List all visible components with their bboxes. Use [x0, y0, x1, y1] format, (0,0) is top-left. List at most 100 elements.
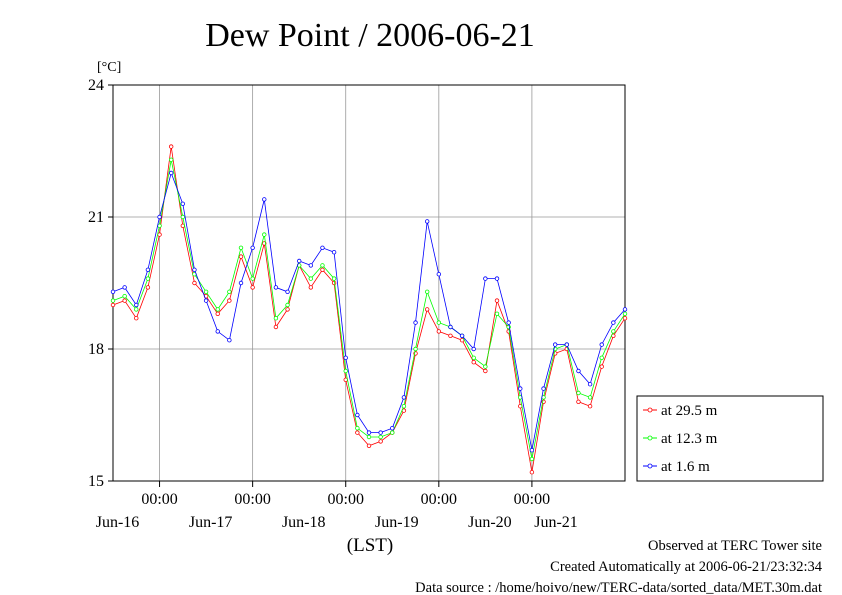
- data-point: [448, 333, 453, 338]
- data-point: [494, 311, 500, 316]
- data-point: [378, 434, 383, 440]
- x-tick-time-label: 00:00: [421, 491, 457, 508]
- data-point: [308, 263, 314, 268]
- data-point: [576, 368, 581, 374]
- data-point: [262, 197, 267, 202]
- legend: at 29.5 m at 12.3 m at 1.6 m: [636, 395, 824, 482]
- data-point: [122, 294, 127, 299]
- chart-title: Dew Point / 2006-06-21: [205, 17, 535, 54]
- data-point: [599, 364, 604, 369]
- data-point: [285, 289, 290, 294]
- data-point: [168, 144, 174, 149]
- data-point: [599, 355, 604, 360]
- data-point: [378, 439, 383, 444]
- footer-source: Data source : /home/hoivo/new/TERC-data/…: [415, 580, 822, 595]
- footer-created: Created Automatically at 2006-06-21/23:3…: [550, 559, 823, 575]
- series-3: [110, 170, 628, 453]
- x-tick-time-label: 00:00: [328, 491, 364, 508]
- data-point: [366, 443, 372, 448]
- data-point: [587, 382, 593, 387]
- x-tick-day-label: Jun-21: [534, 514, 578, 531]
- data-point: [413, 320, 418, 325]
- data-point: [343, 368, 348, 374]
- legend-marker: [647, 407, 653, 413]
- data-point: [262, 232, 267, 237]
- data-point: [552, 342, 558, 347]
- data-point: [471, 355, 476, 360]
- y-tick-label: 21: [88, 209, 104, 226]
- y-tick-label: 18: [88, 341, 104, 358]
- footer-site: Observed at TERC Tower site: [648, 538, 822, 554]
- data-point: [145, 267, 151, 272]
- data-point: [483, 276, 488, 281]
- series-line: [112, 146, 626, 473]
- data-point: [273, 324, 279, 330]
- data-point: [285, 307, 290, 312]
- series-layer: [110, 144, 628, 475]
- plot-frame: [112, 84, 626, 482]
- data-point: [483, 364, 488, 369]
- data-point: [529, 448, 535, 453]
- data-point: [587, 404, 593, 409]
- data-point: [401, 395, 407, 400]
- data-point: [180, 214, 186, 220]
- series-line: [112, 171, 626, 451]
- data-point: [122, 285, 127, 290]
- data-point: [296, 258, 302, 264]
- series-2: [110, 157, 628, 462]
- data-point: [145, 285, 151, 290]
- data-point: [483, 368, 488, 374]
- y-tick-label: 15: [88, 473, 104, 490]
- data-point: [564, 342, 570, 347]
- data-point: [355, 412, 360, 418]
- x-tick-time-label: 00:00: [514, 491, 550, 508]
- legend-marker: [647, 435, 653, 441]
- data-point: [134, 307, 139, 312]
- data-point: [308, 276, 314, 281]
- data-point: [622, 316, 628, 321]
- data-point: [413, 346, 418, 352]
- data-point: [238, 254, 244, 259]
- data-point: [110, 302, 116, 308]
- data-point: [192, 267, 197, 272]
- data-point: [238, 280, 244, 286]
- data-point: [215, 311, 220, 316]
- x-tick-day-label: Jun-17: [189, 514, 233, 531]
- data-point: [494, 276, 500, 281]
- data-point: [599, 342, 604, 347]
- x-tick-day-label: Jun-16: [96, 514, 140, 531]
- x-tick-time-label: 00:00: [234, 491, 270, 508]
- data-point: [436, 272, 442, 277]
- data-point: [215, 307, 220, 312]
- data-point: [390, 426, 395, 431]
- series-line: [112, 159, 626, 460]
- data-point: [227, 289, 232, 294]
- data-point: [611, 329, 616, 334]
- data-point: [459, 333, 465, 338]
- x-tick-time-label: 00:00: [141, 491, 177, 508]
- x-tick-day-label: Jun-20: [468, 514, 512, 531]
- data-point: [366, 434, 372, 440]
- data-point: [529, 470, 535, 475]
- data-point: [320, 263, 325, 268]
- data-point: [250, 276, 255, 281]
- data-point: [494, 298, 500, 303]
- data-point: [134, 316, 139, 321]
- data-point: [168, 157, 174, 162]
- legend-box: [636, 395, 824, 482]
- data-point: [331, 276, 337, 281]
- data-point: [518, 386, 523, 391]
- data-point: [227, 298, 232, 303]
- data-point: [134, 302, 139, 308]
- data-point: [157, 232, 162, 237]
- data-point: [401, 404, 407, 409]
- data-point: [436, 329, 442, 334]
- data-point: [273, 316, 279, 321]
- data-point: [110, 298, 116, 303]
- data-point: [122, 298, 127, 303]
- data-point: [157, 214, 162, 220]
- legend-label: at 1.6 m: [661, 459, 710, 475]
- x-tick-day-label: Jun-18: [282, 514, 326, 531]
- legend-label: at 12.3 m: [661, 431, 718, 447]
